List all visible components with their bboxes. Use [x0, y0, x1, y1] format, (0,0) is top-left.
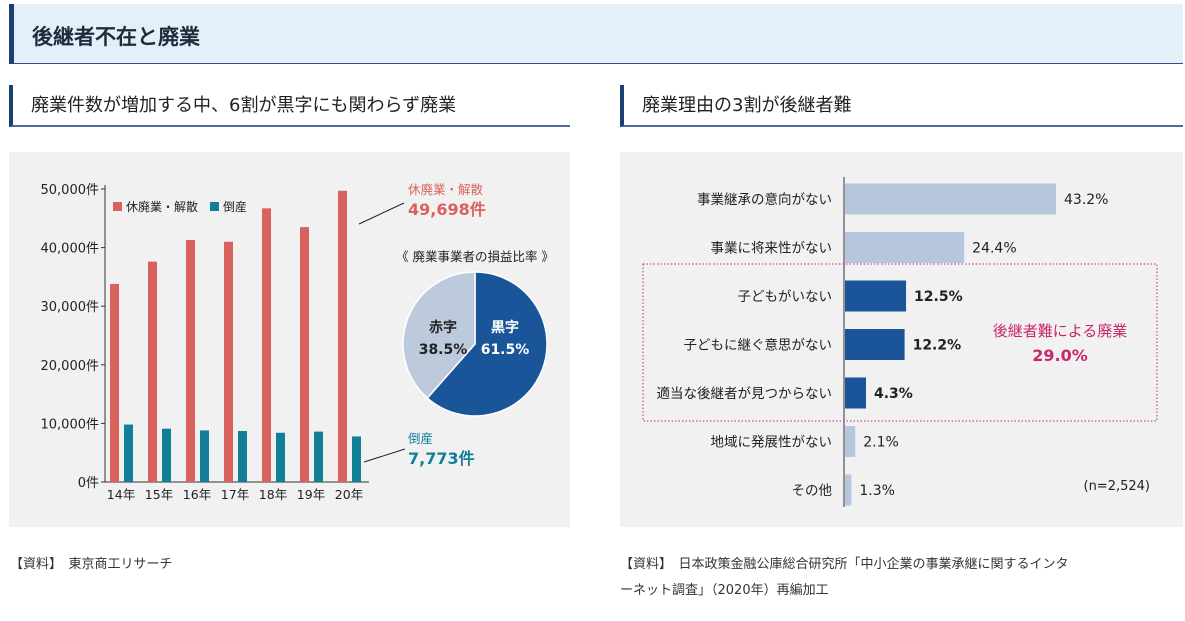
- right-chart-panel: 事業継承の意向がない 43.2% 事業に将来性がない 24.4% 子どもがいない 12.5…: [620, 152, 1183, 527]
- bar-6: [845, 474, 852, 506]
- annotation-value-tosan: 7,773件: [408, 449, 475, 468]
- right-chart: 事業継承の意向がない 43.2% 事業に将来性がない 24.4% 子どもがいない 12.5…: [642, 177, 1158, 507]
- x-tick-label: 20年: [335, 487, 363, 502]
- legend-label-tosan: 倒産: [223, 199, 247, 214]
- group-annotation-label: 後継者難による廃業: [993, 322, 1128, 340]
- bar-17年-kyuhaigyo: [224, 241, 233, 482]
- y-tick-label: 10,000件: [41, 417, 100, 432]
- bar-20年-kyuhaigyo: [338, 190, 347, 482]
- pie-label-value-0: 61.5%: [481, 342, 530, 358]
- bar-4: [845, 377, 867, 409]
- x-tick-label: 16年: [183, 487, 211, 502]
- right-subheading: 廃業理由の3割が後継者難: [620, 85, 1183, 127]
- sample-size-note: (n=2,524): [1084, 479, 1151, 494]
- annotation-value-kyuhaigyo: 49,698件: [408, 200, 486, 219]
- value-label-0: 43.2%: [1064, 192, 1108, 208]
- legend-swatch-tosan: [210, 202, 219, 211]
- pie-title: 《 廃業事業者の損益比率 》: [396, 249, 554, 264]
- legend-label-kyuhaigyo: 休廃業・解散: [126, 199, 198, 214]
- category-label-4: 適当な後継者が見つからない: [657, 385, 833, 402]
- category-label-5: 地域に発展性がない: [711, 435, 833, 451]
- bar-19年-tosan: [314, 431, 323, 482]
- bar-2: [845, 280, 907, 312]
- y-tick-label: 40,000件: [41, 242, 100, 257]
- bar-20年-tosan: [352, 436, 361, 482]
- bar-17年-tosan: [238, 431, 247, 482]
- x-tick-label: 15年: [145, 487, 173, 502]
- bar-3: [845, 329, 905, 360]
- category-label-2: 子どもがいない: [738, 289, 833, 305]
- value-label-5: 2.1%: [863, 435, 899, 451]
- right-subheading-text: 廃業理由の3割が後継者難: [642, 95, 852, 116]
- pie-slice-0: [426, 271, 548, 417]
- highlight-group-box: [642, 263, 1158, 422]
- left-subheading: 廃業件数が増加する中、6割が黒字にも関わらず廃業: [9, 85, 570, 127]
- right-source: 【資料】 日本政策金融公庫総合研究所「中小企業の事業承継に関するインタ ーネット…: [620, 552, 1183, 604]
- group-annotation-value: 29.0%: [1032, 346, 1088, 365]
- y-tick-label: 0件: [78, 476, 99, 491]
- annotation-label-tosan: 倒産: [408, 431, 433, 446]
- bar-14年-tosan: [124, 424, 133, 482]
- pie-label-value-1: 38.5%: [419, 342, 468, 358]
- left-chart-panel: 0件 10,000件 20,000件 30,000件 40,000件 50,000件 14年…: [9, 152, 570, 527]
- x-tick-label: 14年: [107, 487, 135, 502]
- bar-5: [845, 426, 856, 457]
- left-chart: 0件 10,000件 20,000件 30,000件 40,000件 50,000件 14年…: [41, 182, 554, 502]
- annotation-label-kyuhaigyo: 休廃業・解散: [408, 182, 484, 197]
- x-tick-label: 17年: [221, 487, 249, 502]
- annotation-leader-tosan: [363, 448, 406, 463]
- bar-18年-kyuhaigyo: [262, 208, 271, 482]
- category-label-3: 子どもに継ぐ意思がない: [684, 337, 833, 354]
- category-label-0: 事業継承の意向がない: [697, 191, 832, 208]
- x-tick-label: 19年: [297, 487, 325, 502]
- y-tick-label: 20,000件: [41, 359, 100, 374]
- section-title: 後継者不在と廃業: [32, 25, 200, 49]
- value-label-2: 12.5%: [914, 289, 963, 305]
- bar-1: [845, 232, 965, 263]
- x-tick-label: 18年: [259, 487, 287, 502]
- section-header: 後継者不在と廃業: [9, 4, 1183, 64]
- bar-15年-tosan: [162, 428, 171, 482]
- annotation-leader-kyuhaigyo: [358, 202, 405, 225]
- category-label-1: 事業に将来性がない: [711, 241, 833, 257]
- y-tick-label: 30,000件: [41, 300, 100, 315]
- pie-label-name-1: 赤字: [429, 319, 457, 336]
- bar-16年-tosan: [200, 430, 209, 482]
- bar-15年-kyuhaigyo: [148, 261, 157, 482]
- bar-18年-tosan: [276, 432, 285, 482]
- value-label-1: 24.4%: [972, 241, 1016, 257]
- bar-16年-kyuhaigyo: [186, 239, 195, 482]
- legend-swatch-kyuhaigyo: [113, 202, 122, 211]
- bar-19年-kyuhaigyo: [300, 227, 309, 482]
- left-subheading-text: 廃業件数が増加する中、6割が黒字にも関わらず廃業: [31, 95, 457, 116]
- y-tick-label: 50,000件: [41, 183, 100, 198]
- left-source: 【資料】 東京商工リサーチ: [10, 557, 173, 572]
- value-label-4: 4.3%: [874, 386, 913, 402]
- right-source-line1: 【資料】 日本政策金融公庫総合研究所「中小企業の事業承継に関するインタ: [620, 557, 1069, 572]
- category-label-6: その他: [792, 483, 833, 499]
- right-source-line2: ーネット調査」（2020年）再編加工: [620, 583, 829, 598]
- pie-slice-1: [402, 271, 476, 400]
- value-label-3: 12.2%: [913, 338, 962, 354]
- bar-14年-kyuhaigyo: [110, 283, 119, 482]
- value-label-6: 1.3%: [859, 483, 895, 499]
- bar-0: [845, 183, 1056, 215]
- pie-label-name-0: 黒字: [491, 319, 519, 336]
